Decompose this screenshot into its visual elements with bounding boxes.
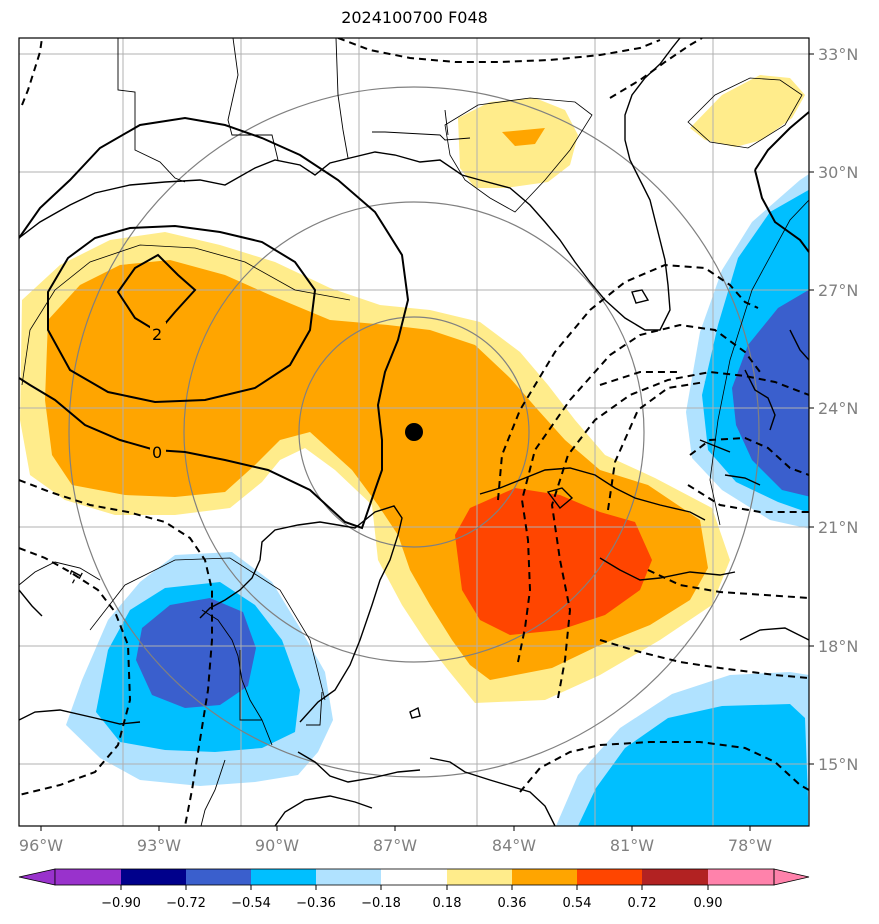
coastlines — [19, 38, 809, 826]
colorbar-tick: −0.90 — [101, 896, 141, 911]
colorbar-segment — [642, 869, 708, 885]
lat-label-18n: 18°N — [818, 637, 858, 656]
lon-label-93w: 93°W — [137, 836, 181, 855]
lon-label-84w: 84°W — [492, 836, 536, 855]
positive-anomaly-fill — [20, 75, 805, 703]
longitude-labels: 96°W 93°W 90°W 87°W 84°W 81°W 78°W — [19, 836, 772, 855]
colorbar-extend-high — [773, 868, 810, 886]
thin-contours — [21, 77, 809, 701]
longitude-ticks — [40, 826, 751, 831]
dashed-contours — [19, 38, 809, 826]
colorbar-tick: −0.18 — [361, 896, 401, 911]
lat-label-24n: 24°N — [818, 399, 858, 418]
contour-label-2: 2 — [152, 325, 162, 344]
lat-label-30n: 30°N — [818, 163, 858, 182]
colorbar-tick: −0.36 — [296, 896, 336, 911]
lat-label-27n: 27°N — [818, 281, 858, 300]
graticule — [19, 38, 809, 826]
colorbar-tick: 0.72 — [628, 896, 657, 911]
colorbar-segment — [708, 869, 774, 885]
colorbar-tick: −0.72 — [166, 896, 206, 911]
contour-label-neg1: -1 — [63, 565, 87, 588]
lon-label-81w: 81°W — [610, 836, 654, 855]
colorbar-tick: −0.54 — [231, 896, 271, 911]
lon-label-96w: 96°W — [19, 836, 63, 855]
colorbar-segment — [512, 869, 577, 885]
colorbar-tick: 0.36 — [498, 896, 527, 911]
lon-label-78w: 78°W — [728, 836, 772, 855]
colorbar-tick: 0.54 — [563, 896, 592, 911]
colorbar-segment — [381, 869, 447, 885]
lat-label-33n: 33°N — [818, 45, 858, 64]
lon-label-87w: 87°W — [373, 836, 417, 855]
colorbar: −0.90 −0.72 −0.54 −0.36 −0.18 0.18 0.36 … — [18, 868, 810, 911]
lat-label-21n: 21°N — [818, 518, 858, 537]
colorbar-segment — [186, 869, 251, 885]
map-title: 2024100700 F048 — [341, 8, 488, 27]
colorbar-segment — [577, 869, 642, 885]
map-frame — [18, 37, 810, 827]
colorbar-segment — [447, 869, 512, 885]
colorbar-segment — [316, 869, 381, 885]
range-rings — [68, 86, 760, 778]
map-area: 2 0 -1 — [19, 38, 809, 826]
colorbar-segment — [55, 869, 121, 885]
lon-label-90w: 90°W — [255, 836, 299, 855]
colorbar-tick: 0.90 — [694, 896, 723, 911]
colorbar-extend-low — [18, 868, 56, 886]
colorbar-tick: 0.18 — [433, 896, 462, 911]
latitude-ticks — [809, 53, 814, 765]
contour-label-0: 0 — [152, 443, 162, 462]
colorbar-segment — [251, 869, 316, 885]
colorbar-segment — [121, 869, 186, 885]
storm-center-marker — [405, 423, 423, 441]
latitude-labels: 33°N 30°N 27°N 24°N 21°N 18°N 15°N — [818, 45, 858, 774]
negative-anomaly-fill — [66, 174, 809, 826]
lat-label-15n: 15°N — [818, 755, 858, 774]
